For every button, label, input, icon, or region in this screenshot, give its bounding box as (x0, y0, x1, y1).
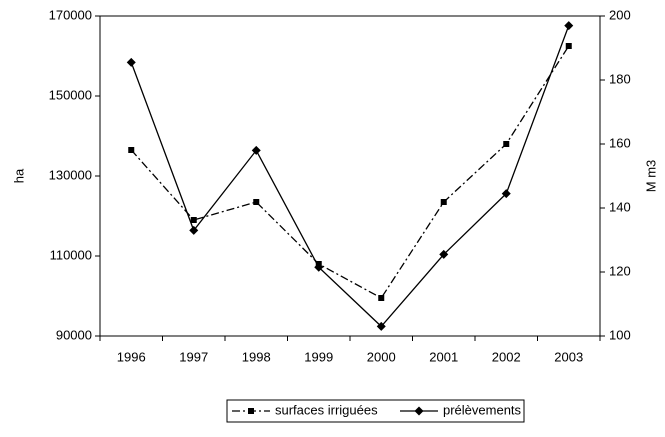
x-tick-label: 1998 (242, 349, 271, 364)
legend-box (226, 399, 525, 423)
series-line (130, 45, 570, 299)
plot-area (99, 15, 601, 337)
y-tick-label: 90000 (56, 327, 92, 342)
y2-tick-label: 180 (609, 71, 631, 86)
legend-label: prélèvements (443, 402, 522, 417)
y2-tick-label: 160 (609, 135, 631, 150)
legend-label: surfaces irriguées (275, 402, 378, 417)
marker (189, 225, 199, 235)
x-tick-label: 2000 (367, 349, 396, 364)
marker (248, 408, 254, 414)
marker (253, 199, 260, 205)
y2-tick-label: 200 (609, 7, 631, 22)
y-tick-label: 110000 (50, 247, 92, 262)
marker (503, 141, 510, 147)
marker (439, 249, 449, 259)
marker (190, 217, 197, 223)
y-tick-label: 170000 (49, 7, 92, 22)
y2-tick-label: 120 (609, 263, 631, 278)
marker (128, 147, 135, 153)
marker (565, 43, 572, 49)
y2-axis-label: M m3 (643, 160, 658, 193)
x-tick-label: 2002 (492, 349, 521, 364)
marker (564, 21, 574, 31)
marker (314, 262, 324, 272)
x-tick-label: 1997 (179, 349, 208, 364)
marker (251, 145, 261, 155)
y-axis-label: ha (11, 168, 26, 183)
series-line (130, 25, 570, 328)
y2-tick-label: 140 (609, 199, 631, 214)
marker (126, 57, 136, 67)
y-tick-label: 150000 (49, 87, 92, 102)
y-tick-label: 130000 (49, 167, 92, 182)
marker (378, 295, 385, 301)
marker (440, 199, 447, 205)
x-tick-label: 2003 (554, 349, 583, 364)
y2-tick-label: 100 (609, 327, 631, 342)
marker (414, 406, 424, 416)
marker (376, 321, 386, 331)
x-tick-label: 1999 (304, 349, 333, 364)
marker (501, 189, 511, 199)
x-tick-label: 2001 (429, 349, 458, 364)
x-tick-label: 1996 (117, 349, 146, 364)
